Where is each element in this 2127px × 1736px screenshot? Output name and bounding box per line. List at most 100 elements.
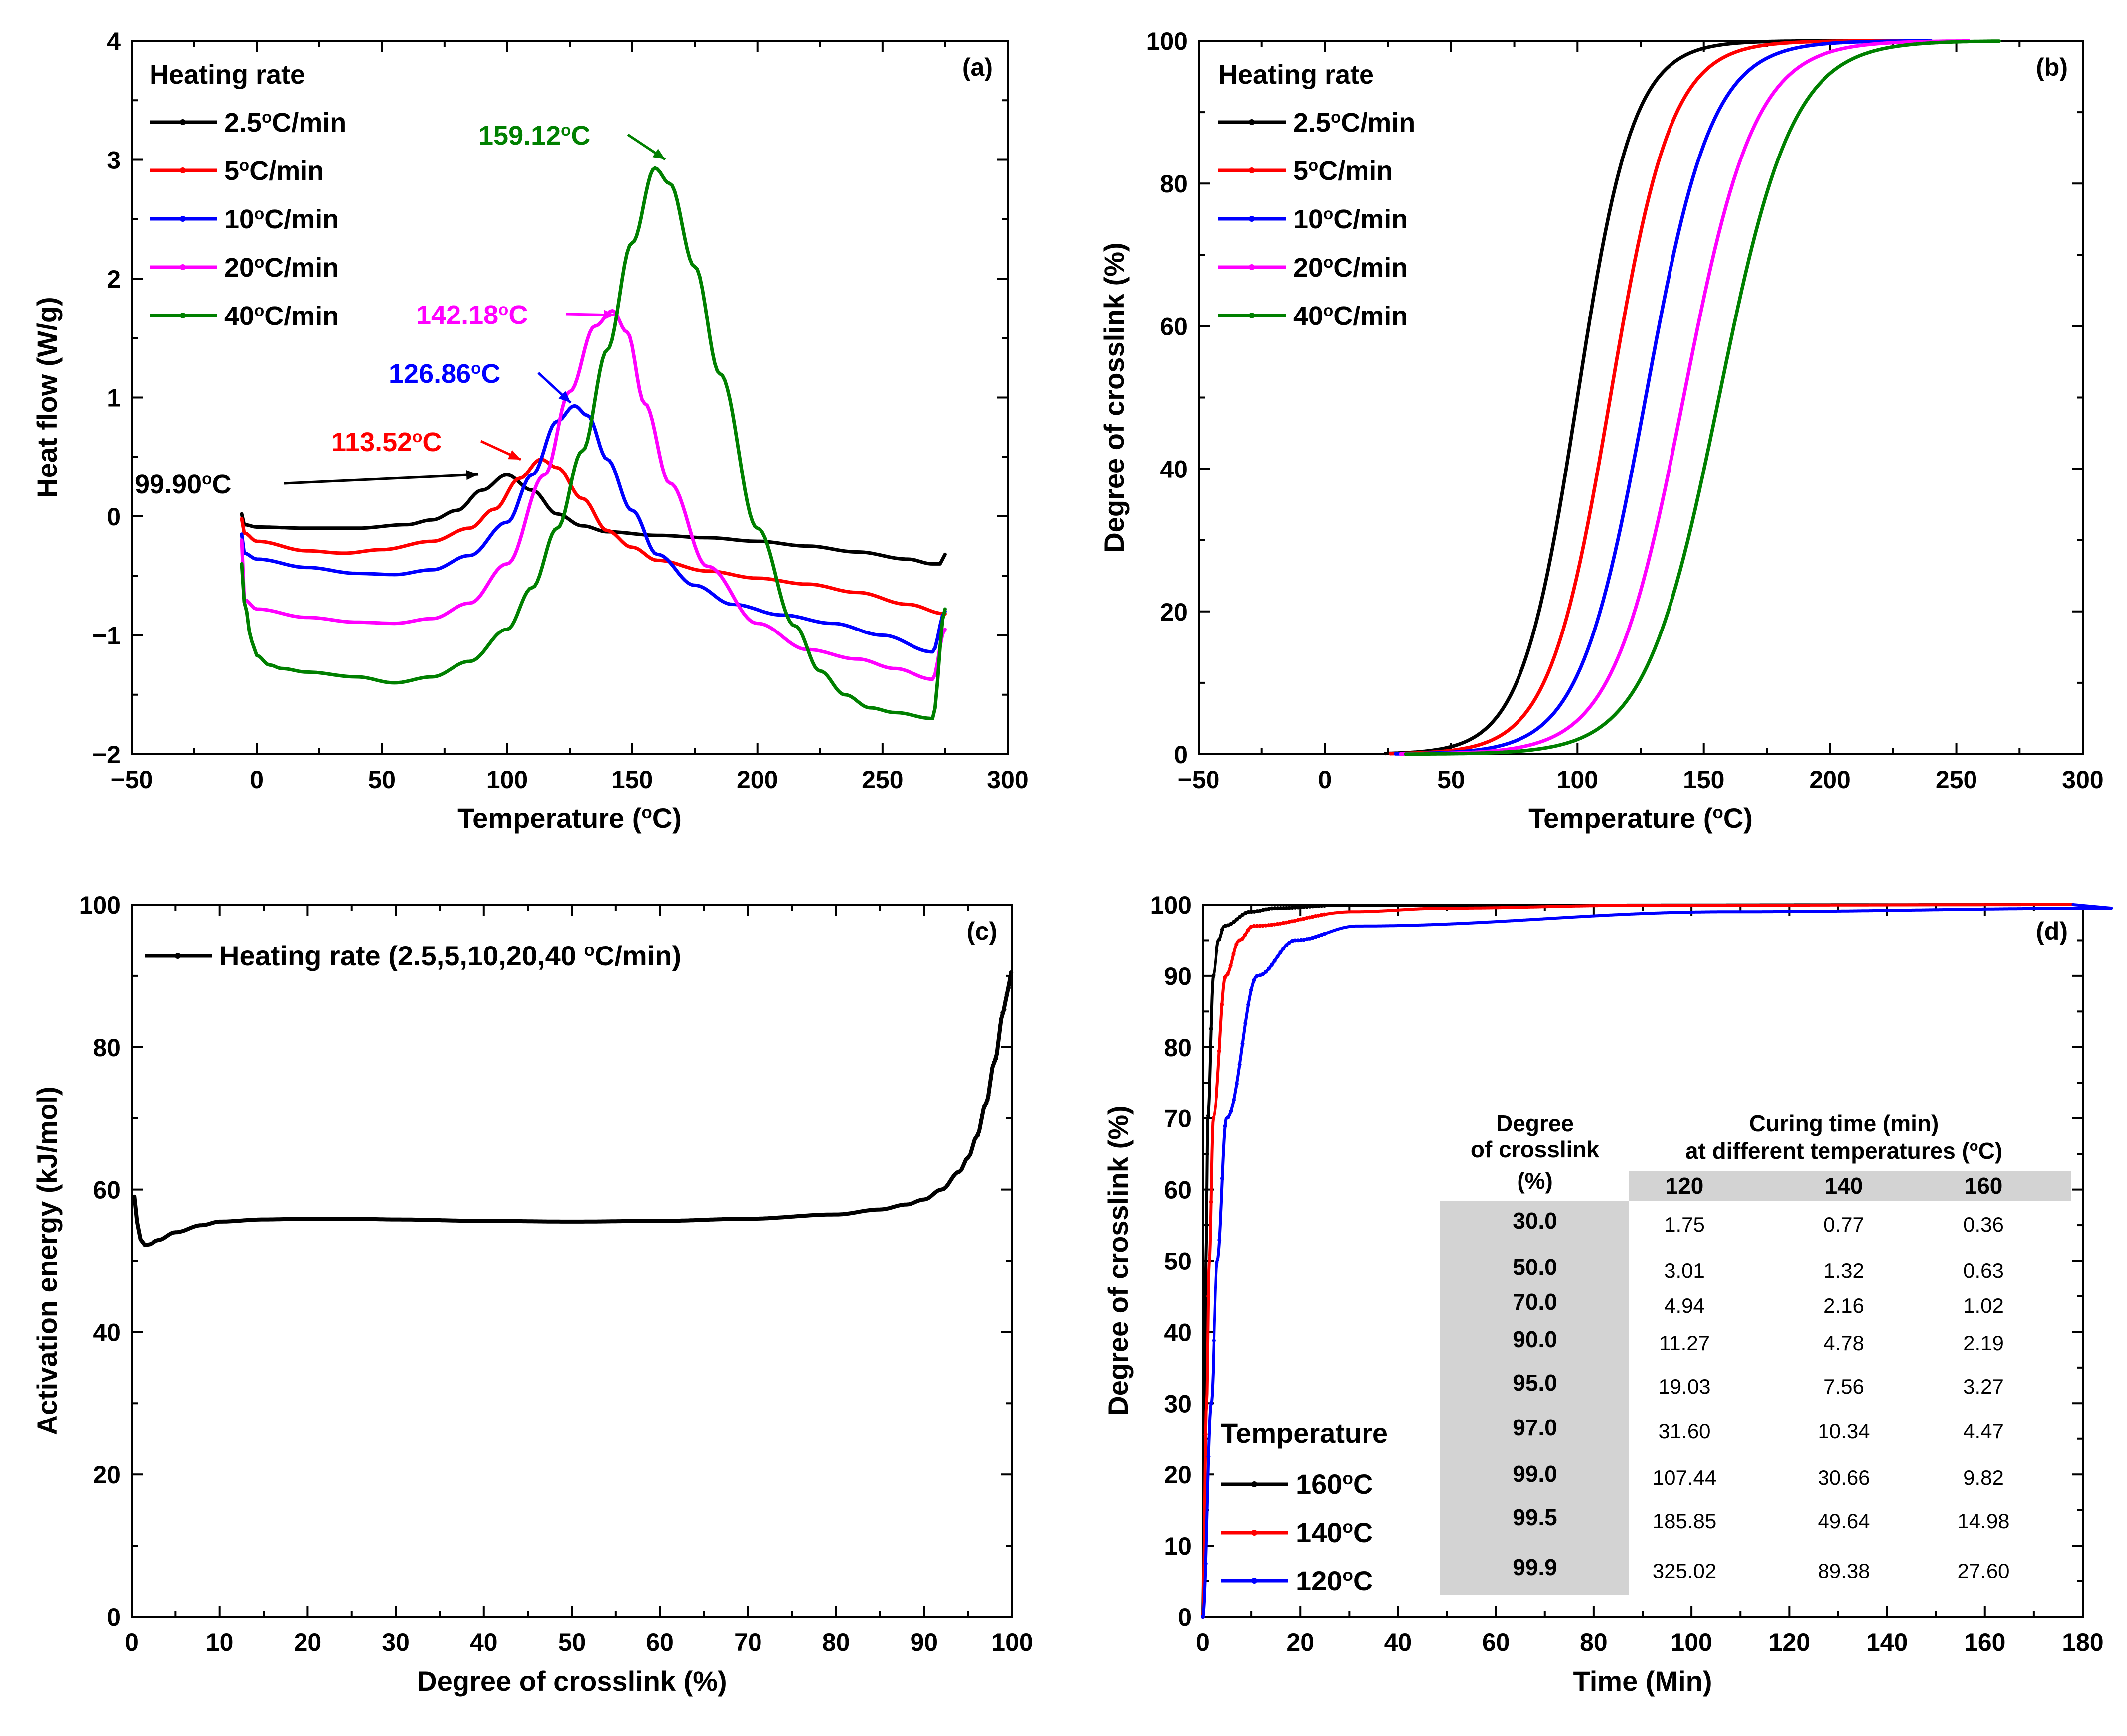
x-tick-label: 140 — [1866, 1628, 1908, 1656]
x-tick-label: 180 — [2062, 1628, 2103, 1656]
legend-entry-marker — [1249, 119, 1255, 125]
data-point — [1006, 986, 1011, 990]
legend-entry-marker — [1251, 1578, 1257, 1584]
x-tick-label: 80 — [1580, 1628, 1608, 1656]
data-point — [1290, 906, 1295, 910]
table-temperature: 140 — [1825, 1173, 1863, 1199]
y-tick-label: 0 — [107, 503, 121, 531]
plot-frame — [131, 40, 1009, 755]
x-tick-label: 20 — [294, 1628, 322, 1656]
data-point — [1209, 1200, 1213, 1204]
data-point — [1281, 906, 1286, 910]
y-tick-label: 40 — [93, 1318, 121, 1346]
legend-entry-marker — [1251, 1481, 1257, 1487]
data-point — [977, 1129, 981, 1134]
data-point — [1249, 988, 1253, 992]
data-point — [1313, 904, 1318, 909]
table-cell: 30.0 — [1513, 1208, 1557, 1234]
data-point — [999, 1016, 1004, 1021]
y-tick-label: 3 — [107, 147, 121, 174]
table-cell: 31.60 — [1658, 1420, 1710, 1443]
x-tick-label: 300 — [987, 766, 1028, 793]
y-tick-label: 50 — [1164, 1248, 1192, 1275]
y-tick-label: 80 — [93, 1034, 121, 1062]
data-point — [980, 1113, 984, 1117]
x-tick-label: 80 — [822, 1628, 850, 1656]
data-point — [1226, 1115, 1230, 1120]
data-point — [1275, 922, 1280, 926]
data-point — [1267, 966, 1271, 971]
x-tick-label: 20 — [1286, 1628, 1314, 1656]
data-point — [1305, 905, 1309, 909]
data-point — [978, 1125, 982, 1129]
data-point — [1220, 928, 1224, 932]
table-cell: 14.98 — [1957, 1509, 2009, 1533]
x-tick-label: 50 — [368, 766, 396, 793]
data-point — [1231, 952, 1236, 956]
panel-label: (b) — [2036, 53, 2068, 81]
data-point — [1319, 904, 1324, 908]
data-point — [1237, 915, 1242, 919]
data-point — [986, 1093, 991, 1098]
peak-annotation: 159.12oC — [478, 121, 590, 151]
peak-annotation: 126.86oC — [389, 359, 500, 389]
panel-c: 0 10 20 30 40 50 60 70 80 90 100 0 20 40 60 80 100 Degree… — [31, 891, 1033, 1697]
data-point — [991, 1063, 995, 1068]
x-tick-label: 0 — [125, 1628, 139, 1656]
table-cell: 0.63 — [1963, 1259, 2004, 1282]
x-tick-label: 40 — [1384, 1628, 1412, 1656]
data-point — [1203, 1294, 1208, 1298]
y-tick-label: 60 — [1160, 313, 1188, 340]
y-tick-label: 0 — [1178, 1603, 1192, 1631]
peak-annotation: 142.18oC — [416, 300, 528, 330]
x-axis-label: Temperature (oC) — [1528, 802, 1753, 834]
x-tick-label: 90 — [910, 1628, 938, 1656]
y-tick-label: 60 — [93, 1176, 121, 1204]
data-point — [1234, 1082, 1239, 1086]
y-tick-label: 70 — [1164, 1105, 1192, 1133]
plot-frame — [1202, 904, 2084, 1618]
series-line — [1388, 39, 1908, 756]
table-cell: 4.78 — [1823, 1331, 1864, 1355]
data-point — [1260, 924, 1265, 928]
y-tick-label: 40 — [1160, 456, 1188, 483]
table-header: Curing time (min) — [1749, 1110, 1939, 1136]
data-point — [1287, 906, 1292, 910]
y-tick-label: 60 — [1164, 1176, 1192, 1204]
legend-entry-label: 20oC/min — [224, 253, 339, 283]
legend-entry-label: 120oC — [1296, 1565, 1373, 1596]
data-point — [1240, 1041, 1245, 1046]
x-tick-label: 0 — [1196, 1628, 1210, 1656]
data-point — [1296, 938, 1300, 943]
y-tick-label: 30 — [1164, 1390, 1192, 1418]
data-point — [1217, 1049, 1221, 1054]
data-point — [1206, 1294, 1211, 1298]
y-axis-label: Heat flow (W/g) — [31, 297, 63, 498]
table-cell: 50.0 — [1513, 1254, 1557, 1280]
data-point — [1273, 906, 1277, 911]
y-tick-label: 10 — [1164, 1532, 1192, 1560]
data-point — [1225, 972, 1230, 976]
legend-entry-label: 2.5oC/min — [1293, 108, 1415, 138]
data-point — [1308, 904, 1312, 909]
table-temperature: 120 — [1666, 1173, 1704, 1199]
legend-entry-label: 140oC — [1296, 1517, 1373, 1548]
table-cell: 90.0 — [1513, 1326, 1557, 1352]
data-point — [1212, 973, 1216, 977]
data-point — [1232, 920, 1236, 924]
table-cell: 89.38 — [1818, 1559, 1870, 1582]
data-point — [1284, 906, 1289, 910]
data-point — [1246, 1002, 1251, 1007]
legend-entry-marker — [180, 167, 186, 173]
data-point — [1229, 1109, 1233, 1113]
legend-entry-label: 5oC/min — [1293, 156, 1393, 186]
panel-b: −50 0 50 100 150 200 250 300020406080100Tempera… — [1098, 27, 2104, 834]
table-temperature: 160 — [1965, 1173, 2003, 1199]
legend-entry-label: 40oC/min — [1293, 301, 1408, 331]
data-point — [1229, 922, 1233, 926]
table-cell: 0.77 — [1823, 1213, 1864, 1236]
table-cell: 95.0 — [1513, 1370, 1557, 1396]
series-line-5Cmin — [240, 458, 947, 616]
table-cell: 1.02 — [1963, 1294, 2004, 1317]
data-point — [1243, 1021, 1248, 1025]
